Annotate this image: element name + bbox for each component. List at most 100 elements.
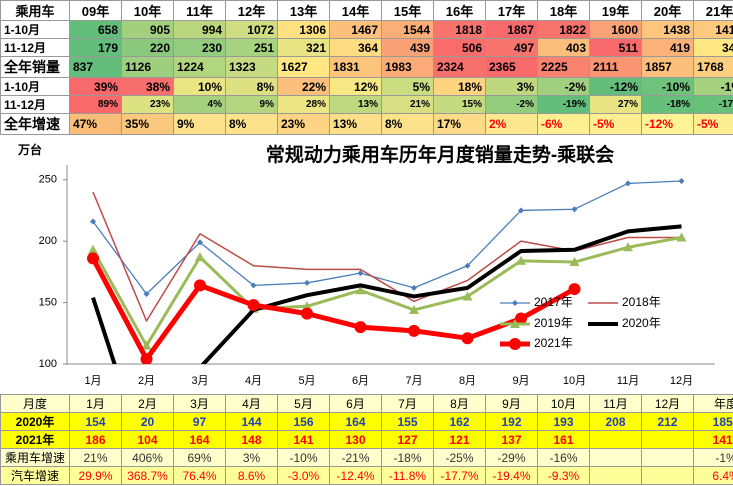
value-cell <box>589 430 642 449</box>
value-cell: -29% <box>485 448 538 467</box>
value-cell: -3.0% <box>277 466 330 485</box>
value-cell: 1983 <box>381 56 434 78</box>
value-cell: 406% <box>121 448 174 467</box>
chart: 常规动力乘用车历年月度销量走势-乘联会 万台 100 150 200 250 1月 2月 3… <box>17 142 715 387</box>
value-cell: 212 <box>641 412 694 431</box>
value-cell: 39% <box>69 77 122 96</box>
value-cell: 155 <box>381 412 434 431</box>
value-cell: 156 <box>277 412 330 431</box>
value-cell: -10% <box>277 448 330 467</box>
value-cell: 220 <box>121 38 174 57</box>
value-cell: 8.6% <box>225 466 278 485</box>
value-cell: 154 <box>69 412 122 431</box>
x-tick-label: 7月 <box>405 375 422 387</box>
y-tick-label: 250 <box>39 174 57 186</box>
table-row: 11-12月 179 220 230 251 321 364 439 506 497 403 511 4… <box>0 38 733 57</box>
value-cell <box>641 448 694 467</box>
marker <box>357 270 364 277</box>
table-row: 乘用车 09年 10年 11年 12年 13年 14年 15年 16年 17年 18年 19年 20年 2… <box>0 0 733 21</box>
value-cell <box>589 466 642 485</box>
table-row: 11-12月 89% 23% 4% 9% 28% 13% 21% 15% -2% -19% 27% -1… <box>0 95 733 114</box>
table-row: 汽车增速 29.9% 368.7% 76.4% 8.6% -3.0% -12.4% -11.8… <box>0 466 733 485</box>
value-cell: 35% <box>121 113 174 135</box>
value-cell: 179 <box>69 38 122 57</box>
value-cell: 29.9% <box>69 466 122 485</box>
value-cell: 130 <box>329 430 382 449</box>
value-cell: 127 <box>381 430 434 449</box>
value-cell: 17% <box>433 113 486 135</box>
table-row: 1-10月 39% 38% 10% 8% 22% 12% 5% 18% 3% -2% -12% -10%… <box>0 77 733 96</box>
row-label: 1-10月 <box>0 77 70 96</box>
value-cell: 28% <box>277 95 330 114</box>
legend-label: 2019年 <box>534 316 573 330</box>
marker <box>194 279 206 292</box>
legend-label: 2018年 <box>622 295 661 309</box>
value-cell: 1822 <box>537 20 590 39</box>
value-cell: 2% <box>485 113 538 135</box>
marker <box>568 283 581 296</box>
value-cell: -12.4% <box>329 466 382 485</box>
value-cell: 192 <box>485 412 538 431</box>
marker <box>408 324 420 337</box>
x-tick-label: 5月 <box>298 375 315 387</box>
value-cell: -2% <box>537 77 590 96</box>
row-label: 2020年 <box>0 412 70 431</box>
header-cell: 10月 <box>537 394 590 413</box>
value-cell: 1831 <box>329 56 382 78</box>
value-cell: 47% <box>69 113 122 135</box>
y-axis-label: 万台 <box>17 142 42 157</box>
row-label: 2021年 <box>0 430 70 449</box>
value-cell: 1438 <box>641 20 694 39</box>
value-cell: 15% <box>433 95 486 114</box>
marker <box>302 301 312 311</box>
value-cell: -25% <box>433 448 486 467</box>
value-cell: -9.3% <box>537 466 590 485</box>
header-cell: 12月 <box>641 394 694 413</box>
y-tick-label: 200 <box>39 235 57 247</box>
table-row: 1-10月 658 905 994 1072 1306 1467 1544 1818 1867 18… <box>0 20 733 39</box>
marker <box>143 290 150 297</box>
header-cell: 5月 <box>277 394 330 413</box>
x-tick-label: 3月 <box>191 375 208 387</box>
marker <box>141 340 152 350</box>
value-cell: 2365 <box>485 56 538 78</box>
row-label: 乘用车增速 <box>0 448 70 467</box>
value-cell: -18% <box>641 95 694 114</box>
value-cell: 321 <box>277 38 330 57</box>
header-cell: 8月 <box>433 394 486 413</box>
marker <box>195 252 205 262</box>
series-line <box>91 224 682 364</box>
header-cell: 6月 <box>329 394 382 413</box>
row-label: 汽车增速 <box>0 466 70 485</box>
marker <box>462 291 473 301</box>
value-cell: 439 <box>381 38 434 57</box>
marker <box>512 300 518 306</box>
value-cell: -1% <box>693 448 733 467</box>
value-cell: 23% <box>277 113 330 135</box>
value-cell: 368.7% <box>121 466 174 485</box>
y-tick-label: 150 <box>39 296 57 308</box>
legend-label: 2017年 <box>534 295 573 309</box>
value-cell: 2324 <box>433 56 486 78</box>
value-cell: 4% <box>173 95 226 114</box>
value-cell: 208 <box>589 412 642 431</box>
value-cell <box>641 430 694 449</box>
value-cell: 161 <box>537 430 590 449</box>
value-cell: 8% <box>225 77 278 96</box>
value-cell: 97 <box>173 412 226 431</box>
x-tick-label: 8月 <box>459 375 476 387</box>
value-cell: 905 <box>121 20 174 39</box>
value-cell <box>589 448 642 467</box>
value-cell: 497 <box>485 38 538 57</box>
value-cell: 1467 <box>329 20 382 39</box>
marker <box>515 312 527 325</box>
value-cell: 23% <box>121 95 174 114</box>
header-cell: 13年 <box>277 0 330 21</box>
table-row: 2020年 154 20 97 144 156 164 155 162 192 193 208 212 1… <box>0 412 733 431</box>
value-cell: 76.4% <box>173 466 226 485</box>
x-tick-label: 12月 <box>670 375 693 387</box>
header-cell: 20年 <box>641 0 694 21</box>
value-cell: 251 <box>225 38 278 57</box>
header-cell: 乘用车 <box>0 0 70 21</box>
